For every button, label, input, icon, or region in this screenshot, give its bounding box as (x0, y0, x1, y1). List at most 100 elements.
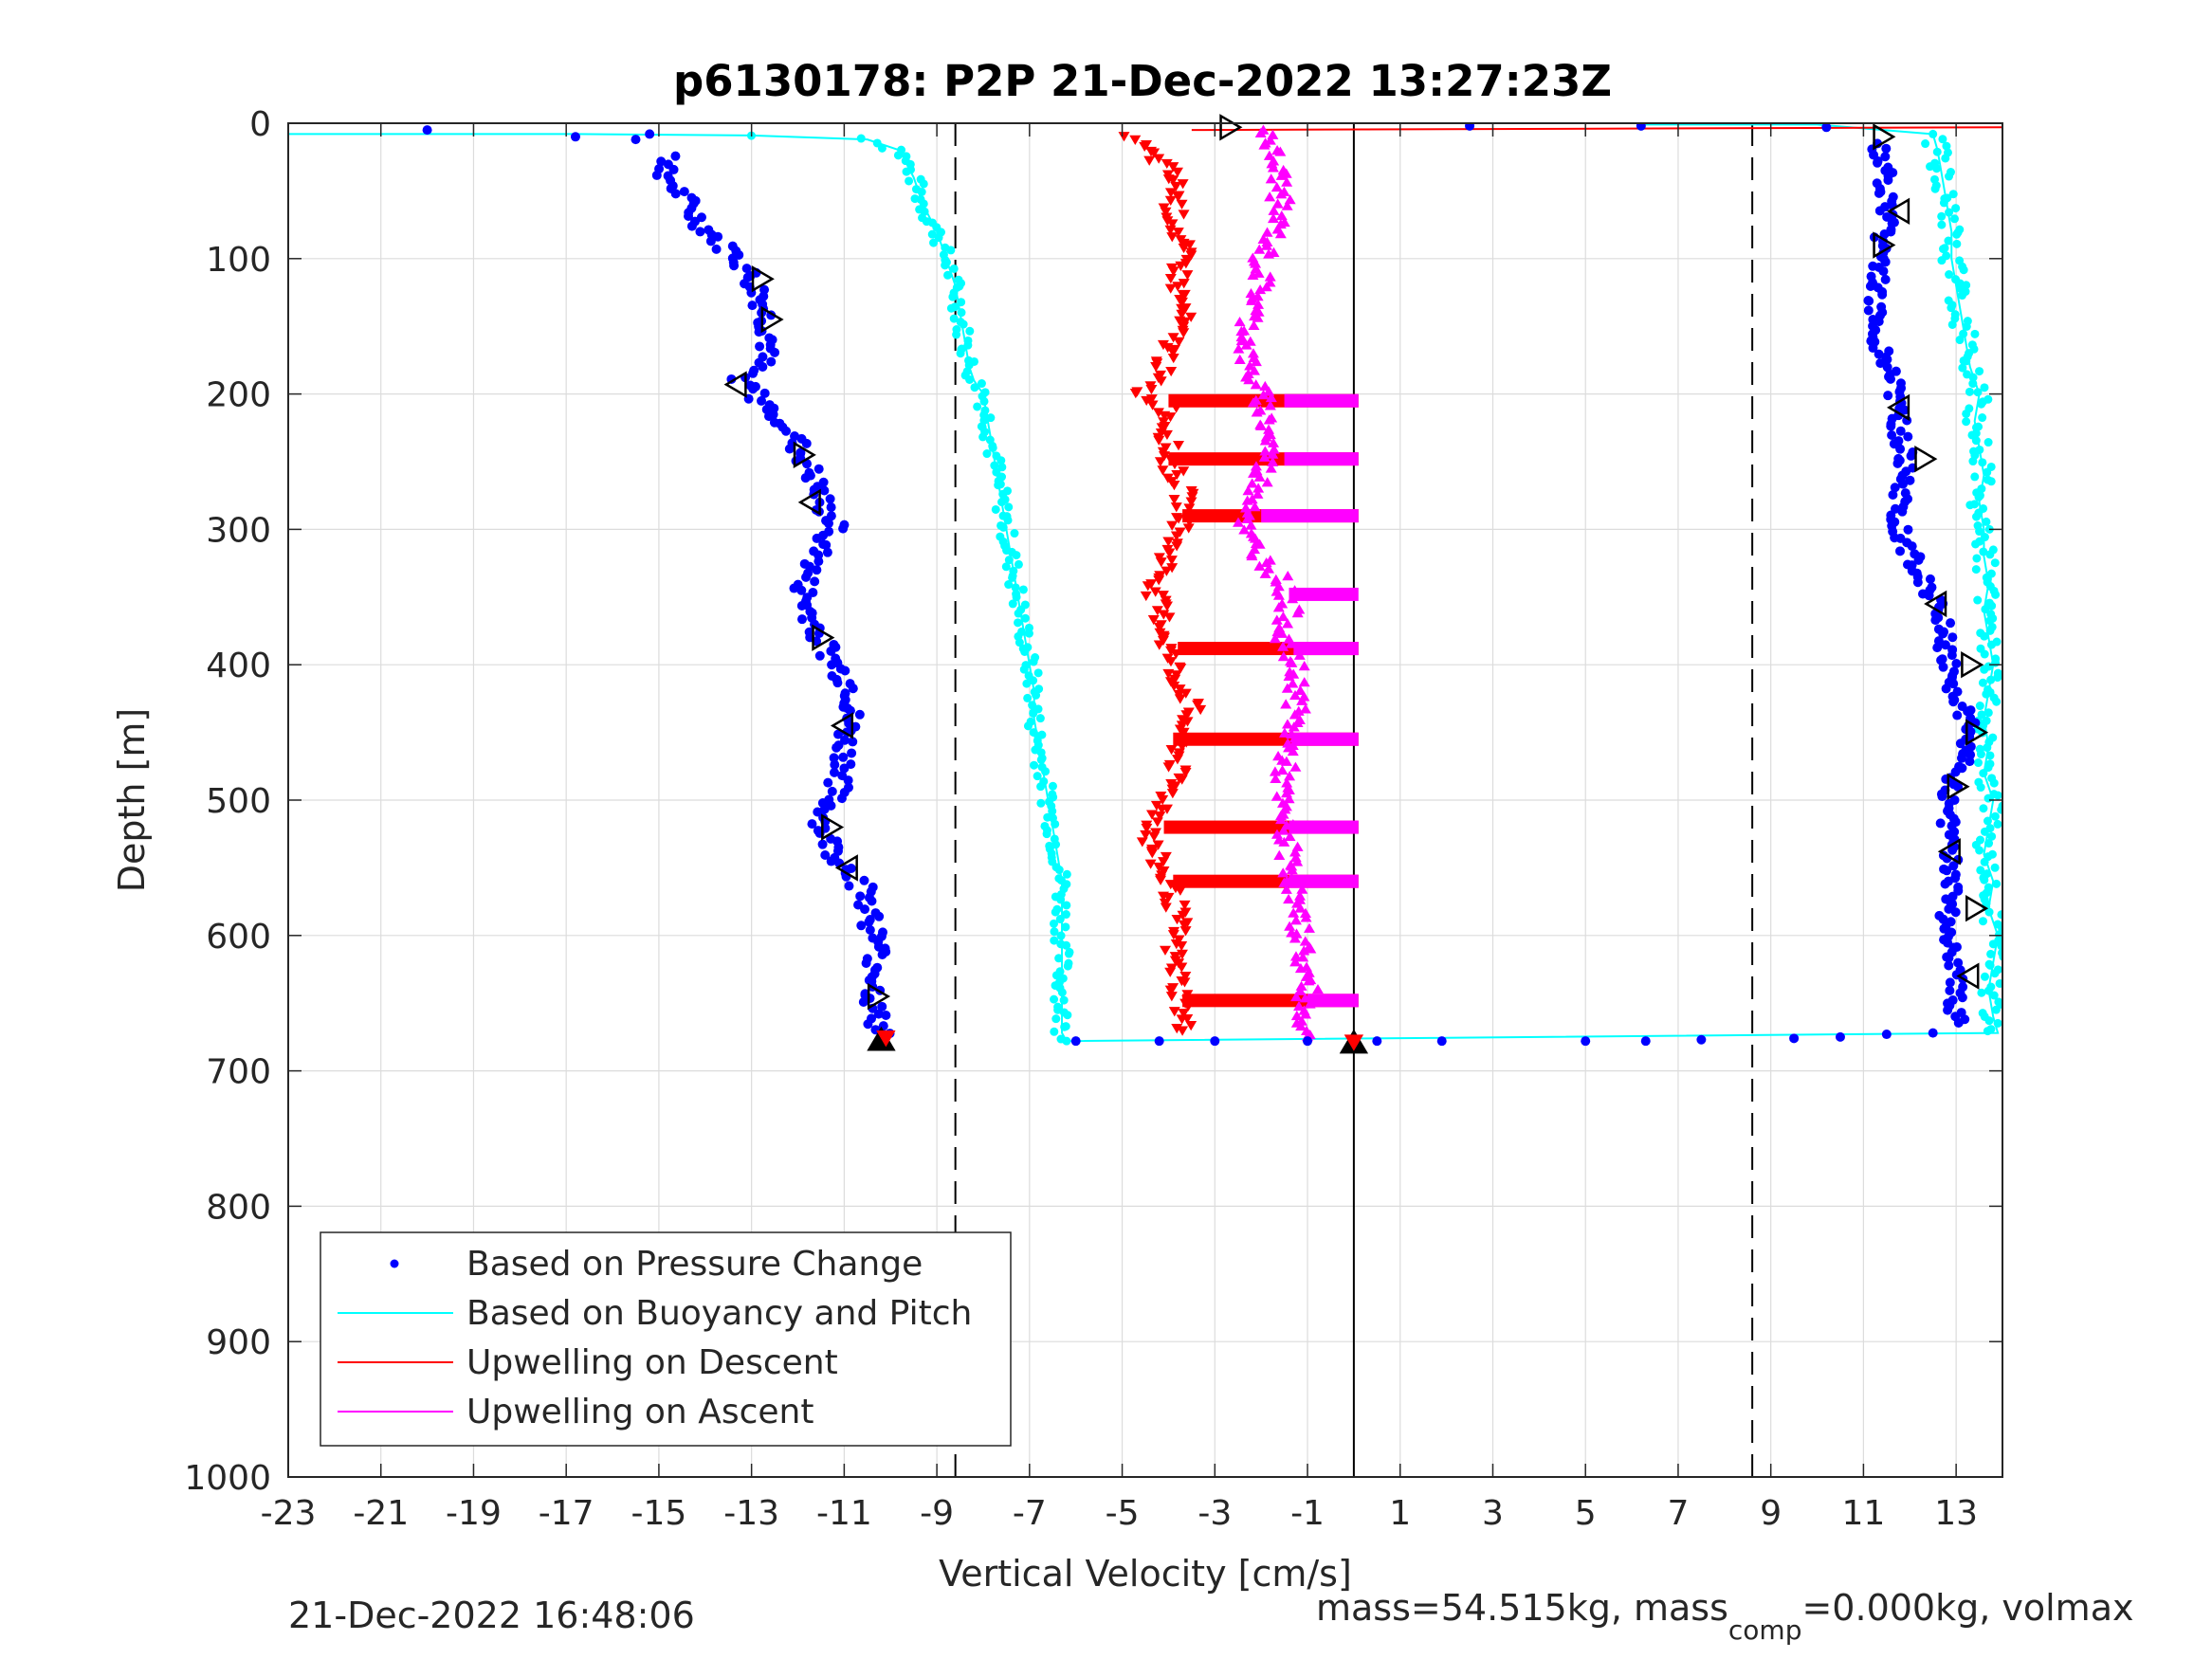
buoyancy-point (1990, 811, 2000, 821)
buoyancy-point (1062, 869, 1071, 879)
upwelling-ascent-point (1311, 984, 1324, 994)
upwelling-ascent-point (1265, 173, 1277, 184)
right-triangle-marker (751, 265, 775, 293)
pressure-point (1696, 1034, 1707, 1045)
upwelling-ascent-point (1263, 150, 1275, 160)
upwelling-descent-point (1153, 622, 1165, 633)
upwelling-ascent-band (1289, 820, 1359, 834)
left-triangle-marker (1937, 838, 1961, 866)
upwelling-descent-point (1155, 875, 1167, 885)
upwelling-ascent-point (1271, 614, 1283, 625)
upwelling-descent-point (1168, 495, 1180, 505)
pressure-point (686, 221, 697, 231)
buoyancy-point (905, 176, 914, 186)
upwelling-ascent-point (1294, 962, 1307, 974)
buoyancy-point (1033, 772, 1042, 781)
upwelling-descent-point (1167, 930, 1179, 940)
buoyancy-point (1998, 948, 2002, 957)
pressure-point (1876, 301, 1887, 312)
left-triangle-marker (1887, 197, 1910, 226)
upwelling-ascent-point (1295, 1020, 1307, 1031)
upwelling-descent-point (1149, 587, 1161, 597)
pressure-point (1945, 977, 1955, 988)
upwelling-ascent-point (1277, 641, 1289, 651)
pressure-point (1874, 349, 1884, 359)
pressure-point (812, 565, 822, 575)
buoyancy-point (1053, 1005, 1063, 1014)
upwelling-descent-point (1165, 992, 1178, 1002)
upwelling-descent-point (1183, 503, 1196, 514)
upwelling-ascent-point (1254, 127, 1267, 138)
upwelling-descent-point (1185, 312, 1197, 322)
pressure-point (631, 135, 641, 145)
buoyancy-point (1057, 988, 1067, 997)
buoyancy-point (1962, 417, 1971, 427)
buoyancy-point (893, 151, 903, 160)
buoyancy-point (1973, 388, 1983, 397)
upwelling-ascent-point (1289, 933, 1301, 943)
upwelling-descent-point (1171, 167, 1183, 177)
pressure-point (670, 151, 681, 161)
upwelling-ascent-point (1264, 271, 1276, 282)
upwelling-ascent-point (1283, 893, 1295, 904)
buoyancy-point (956, 349, 965, 358)
buoyancy-point (1976, 644, 1985, 653)
buoyancy-point (1932, 147, 1942, 156)
upwelling-ascent-point (1289, 951, 1302, 961)
upwelling-ascent-point (1268, 444, 1280, 454)
buoyancy-point (1051, 840, 1061, 849)
buoyancy-point (1986, 949, 1996, 958)
buoyancy-point (1958, 363, 1967, 373)
buoyancy-point (997, 463, 1007, 472)
buoyancy-point (1059, 995, 1069, 1005)
x-tick-label: 1 (1389, 1494, 1411, 1533)
buoyancy-point (1036, 782, 1046, 792)
upwelling-ascent-point (1281, 176, 1293, 187)
pressure-point (877, 1001, 887, 1012)
pressure-point (820, 849, 831, 860)
buoyancy-point (1977, 988, 1986, 997)
buoyancy-point (1061, 910, 1070, 920)
pressure-point (867, 896, 877, 906)
upwelling-descent-point (1186, 492, 1198, 502)
buoyancy-point (1014, 618, 1023, 628)
pressure-point (832, 678, 843, 688)
upwelling-ascent-point (1272, 602, 1285, 612)
pressure-point (823, 519, 833, 529)
pressure-point (1965, 705, 1976, 716)
upwelling-descent-point (1176, 962, 1188, 973)
upwelling-ascent-point (1247, 397, 1259, 408)
upwelling-descent-point (1178, 328, 1190, 338)
buoyancy-point (1973, 758, 1983, 768)
buoyancy-point (1985, 759, 1995, 769)
buoyancy-point (1048, 807, 1057, 816)
pressure-point (1465, 123, 1475, 131)
buoyancy-point (1990, 863, 2000, 872)
buoyancy-point (1014, 559, 1023, 569)
pressure-point (1891, 366, 1901, 376)
pressure-point (821, 539, 832, 550)
pressure-point (764, 411, 775, 422)
pressure-point (1581, 1036, 1591, 1047)
upwelling-ascent-point (1234, 354, 1246, 364)
buoyancy-point (1028, 701, 1037, 710)
buoyancy-point (1008, 573, 1017, 582)
y-tick-label: 500 (206, 782, 271, 821)
buoyancy-point (1020, 613, 1030, 623)
pressure-point (1951, 658, 1962, 668)
upwelling-descent-point (1179, 926, 1192, 937)
upwelling-ascent-point (1248, 319, 1260, 330)
footer-mass-text: mass=54.515kg, mass (1316, 1587, 1728, 1629)
upwelling-ascent-point (1287, 678, 1299, 688)
pressure-point (856, 921, 867, 931)
upwelling-descent-point (1165, 556, 1178, 566)
pressure-point (847, 748, 857, 758)
upwelling-descent-point (1163, 548, 1176, 558)
upwelling-ascent-point (1243, 374, 1255, 385)
buoyancy-point (1938, 135, 1947, 144)
buoyancy-point (1984, 598, 1994, 608)
right-triangle-marker (1965, 719, 1989, 746)
buoyancy-point (977, 379, 986, 389)
pressure-point (838, 752, 849, 762)
upwelling-ascent-point (1233, 517, 1245, 527)
